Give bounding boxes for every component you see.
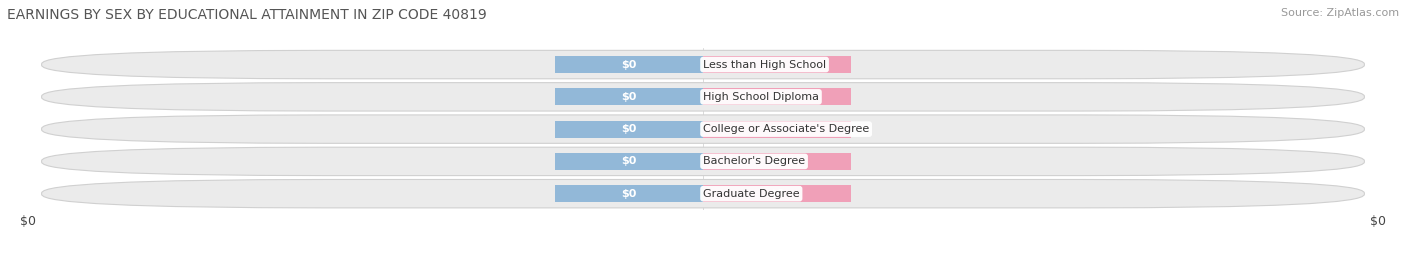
Bar xyxy=(703,121,852,137)
Text: $0: $0 xyxy=(769,156,785,167)
Bar xyxy=(703,185,852,202)
Text: Graduate Degree: Graduate Degree xyxy=(703,189,800,199)
Text: $0: $0 xyxy=(621,59,637,70)
FancyBboxPatch shape xyxy=(42,115,1364,143)
FancyBboxPatch shape xyxy=(42,147,1364,176)
Text: EARNINGS BY SEX BY EDUCATIONAL ATTAINMENT IN ZIP CODE 40819: EARNINGS BY SEX BY EDUCATIONAL ATTAINMEN… xyxy=(7,8,486,22)
Text: Less than High School: Less than High School xyxy=(703,59,827,70)
Text: Source: ZipAtlas.com: Source: ZipAtlas.com xyxy=(1281,8,1399,18)
FancyBboxPatch shape xyxy=(42,83,1364,111)
Bar xyxy=(703,89,852,105)
Text: Bachelor's Degree: Bachelor's Degree xyxy=(703,156,806,167)
Bar xyxy=(703,56,852,73)
Text: $0: $0 xyxy=(769,124,785,134)
Bar xyxy=(703,153,852,170)
Text: College or Associate's Degree: College or Associate's Degree xyxy=(703,124,869,134)
Text: $0: $0 xyxy=(769,59,785,70)
Text: $0: $0 xyxy=(621,189,637,199)
Text: $0: $0 xyxy=(769,92,785,102)
Text: $0: $0 xyxy=(621,92,637,102)
Bar xyxy=(554,121,703,137)
Legend: Male, Female: Male, Female xyxy=(630,264,776,269)
Bar xyxy=(554,56,703,73)
FancyBboxPatch shape xyxy=(42,179,1364,208)
Text: $0: $0 xyxy=(769,189,785,199)
Text: $0: $0 xyxy=(621,124,637,134)
FancyBboxPatch shape xyxy=(42,50,1364,79)
Bar xyxy=(554,89,703,105)
Text: $0: $0 xyxy=(621,156,637,167)
Bar xyxy=(554,153,703,170)
Bar xyxy=(554,185,703,202)
Text: High School Diploma: High School Diploma xyxy=(703,92,820,102)
